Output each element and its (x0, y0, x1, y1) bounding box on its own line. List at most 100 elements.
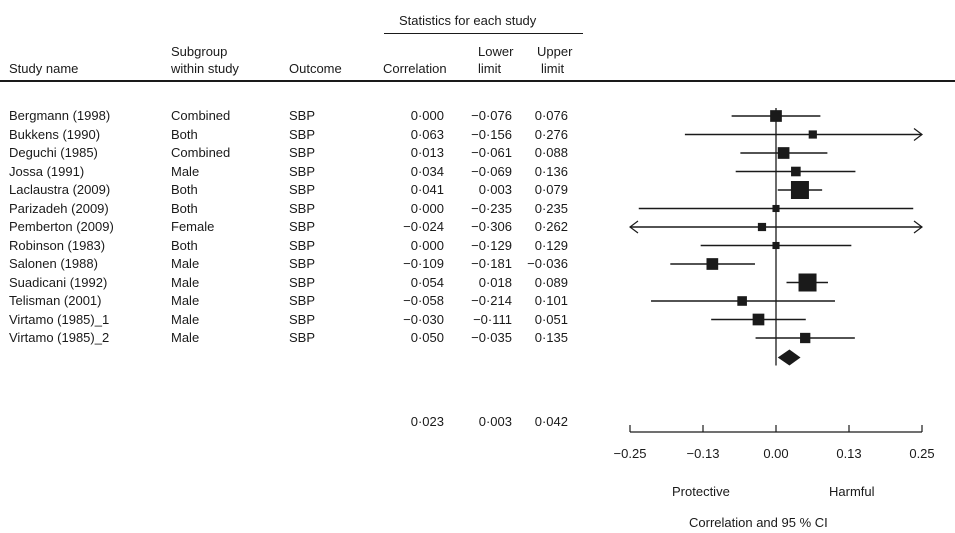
x-axis-label: Correlation and 95 % CI (689, 515, 828, 530)
subgroup-cell: Both (171, 126, 198, 142)
point-estimate-marker (772, 204, 780, 213)
header-subgroup-line2: within study (171, 61, 239, 76)
point-estimate-marker (770, 110, 782, 122)
upper-limit-cell: 0·079 (534, 182, 568, 197)
upper-limit-cell: 0·051 (534, 311, 568, 327)
outcome-cell: SBP (289, 163, 316, 179)
correlation-cell: 0·063 (410, 126, 444, 142)
ci-arrow-right (913, 128, 923, 141)
outcome-cell: SBP (289, 330, 316, 345)
correlation-cell: 0·000 (410, 200, 444, 216)
point-estimate-marker (798, 273, 817, 292)
upper-limit-cell: −0·036 (527, 256, 568, 271)
outcome-cell: SBP (289, 219, 316, 234)
upper-limit-cell: 0·235 (534, 200, 568, 216)
study-name-cell: Telisman (2001) (9, 293, 102, 308)
outcome-cell: SBP (289, 237, 316, 253)
point-estimate-marker (772, 241, 780, 250)
summary-correlation: 0·023 (410, 414, 444, 429)
summary-lower: 0·003 (478, 414, 512, 429)
lower-limit-cell: −0·214 (471, 293, 512, 308)
outcome-cell: SBP (289, 182, 316, 197)
header-bottom-rule (0, 80, 955, 82)
upper-limit-cell: 0·135 (534, 330, 568, 345)
subgroup-cell: Male (171, 256, 200, 271)
study-name-cell: Pemberton (2009) (9, 219, 114, 234)
lower-limit-cell: −0·035 (471, 330, 512, 345)
lower-limit-cell: −0·129 (471, 237, 512, 253)
study-name-cell: Suadicani (1992) (9, 274, 108, 290)
upper-limit-cell: 0·076 (534, 108, 568, 123)
lower-limit-cell: −0·061 (471, 145, 512, 160)
subgroup-cell: Male (171, 330, 200, 345)
upper-limit-cell: 0·089 (534, 274, 568, 290)
header-lower-line1: Lower (478, 44, 514, 59)
x-tick-label: 0.13 (836, 446, 861, 461)
subgroup-cell: Combined (171, 108, 231, 123)
outcome-cell: SBP (289, 145, 316, 160)
lower-limit-cell: 0·003 (478, 182, 512, 197)
study-name-cell: Laclaustra (2009) (9, 182, 111, 197)
correlation-cell: 0·041 (410, 182, 444, 197)
outcome-cell: SBP (289, 126, 316, 142)
correlation-cell: −0·030 (403, 311, 444, 327)
lower-limit-cell: −0·076 (471, 108, 512, 123)
subgroup-cell: Male (171, 311, 200, 327)
point-estimate-marker (800, 332, 811, 344)
point-estimate-marker (752, 313, 765, 326)
study-name-cell: Parizadeh (2009) (9, 200, 109, 216)
outcome-cell: SBP (289, 108, 316, 123)
study-name-cell: Robinson (1983) (9, 237, 106, 253)
correlation-cell: 0·000 (410, 237, 444, 253)
upper-limit-cell: 0·101 (534, 293, 568, 308)
correlation-cell: 0·013 (410, 145, 444, 160)
ci-arrow-left (629, 220, 639, 234)
lower-limit-cell: −0·156 (471, 126, 512, 142)
study-name-cell: Jossa (1991) (9, 163, 85, 179)
ci-arrow-right (913, 220, 923, 234)
upper-limit-cell: 0·262 (534, 219, 568, 234)
correlation-cell: 0·000 (410, 108, 444, 123)
subgroup-cell: Combined (171, 145, 231, 160)
study-name-cell: Deguchi (1985) (9, 145, 98, 160)
subgroup-cell: Male (171, 274, 200, 290)
correlation-cell: −0·024 (403, 219, 444, 234)
header-correlation: Correlation (383, 61, 447, 76)
point-estimate-marker (791, 166, 801, 177)
x-tick-label: −0.13 (687, 446, 720, 461)
study-name-cell: Virtamo (1985)_2 (9, 330, 110, 345)
point-estimate-marker (737, 296, 747, 306)
header-subgroup-line1: Subgroup (171, 44, 228, 59)
correlation-cell: 0·034 (410, 163, 444, 179)
right-label: Harmful (829, 484, 875, 499)
subgroup-cell: Both (171, 200, 198, 216)
subgroup-cell: Male (171, 293, 200, 308)
subgroup-cell: Both (171, 237, 198, 253)
header-upper-line1: Upper (537, 44, 573, 59)
outcome-cell: SBP (289, 200, 316, 216)
outcome-cell: SBP (289, 256, 316, 271)
upper-limit-cell: 0·136 (534, 163, 568, 179)
outcome-cell: SBP (289, 274, 316, 290)
correlation-cell: −0·109 (403, 256, 444, 271)
upper-limit-cell: 0·088 (534, 145, 568, 160)
header-lower-line2: limit (478, 61, 502, 76)
upper-limit-cell: 0·129 (534, 237, 568, 253)
correlation-cell: 0·050 (410, 330, 444, 345)
study-name-cell: Virtamo (1985)_1 (9, 311, 110, 327)
subgroup-cell: Female (171, 219, 215, 234)
point-estimate-marker (790, 181, 809, 199)
x-tick-label: 0.25 (909, 446, 934, 461)
summary-upper: 0·042 (534, 414, 568, 429)
header-group-rule (384, 33, 583, 34)
study-name-cell: Salonen (1988) (9, 256, 98, 271)
x-tick-label: −0.25 (614, 446, 647, 461)
study-name-cell: Bergmann (1998) (9, 108, 111, 123)
subgroup-cell: Male (171, 163, 200, 179)
summary-diamond (777, 349, 801, 366)
outcome-cell: SBP (289, 311, 316, 327)
lower-limit-cell: 0·018 (478, 274, 512, 290)
lower-limit-cell: −0·181 (471, 256, 512, 271)
study-name-cell: Bukkens (1990) (9, 126, 101, 142)
header-outcome: Outcome (289, 61, 342, 76)
